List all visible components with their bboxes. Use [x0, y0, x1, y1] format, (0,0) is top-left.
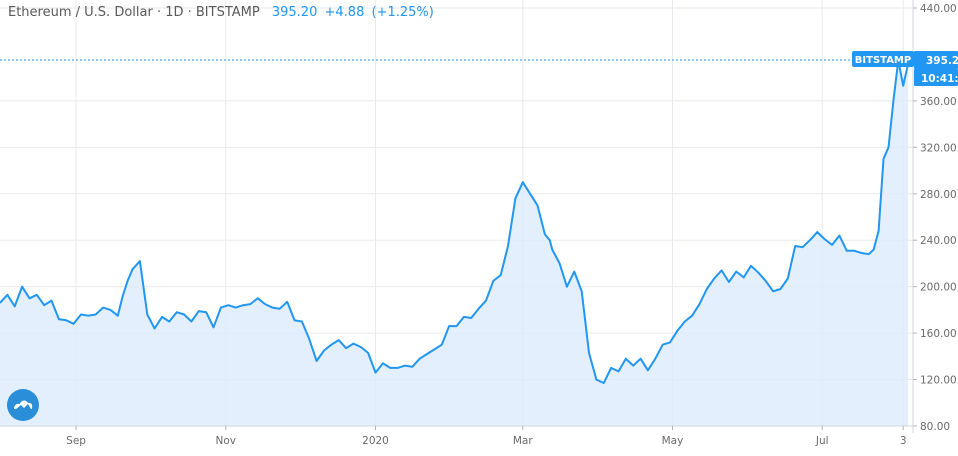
last-price: 395.20 [271, 5, 318, 20]
x-tick-label: Sep [66, 435, 86, 447]
x-tick-label: Nov [216, 435, 237, 447]
y-tick-label: 360.00 [920, 96, 957, 108]
x-axis: Sep Nov 2020 Mar May Jul 3 [66, 426, 907, 447]
price-change: +4.88 [324, 5, 365, 20]
price-badge: 395.20 [926, 55, 958, 67]
time-badge-bg [914, 69, 958, 86]
time-badge: 10:41:3 [921, 73, 958, 85]
price-line [0, 59, 910, 384]
chart-legend: Ethereum / U.S. Dollar · 1D · BITSTAMP 3… [8, 5, 434, 20]
tradingview-logo-icon[interactable] [7, 389, 39, 421]
x-tick-label: Mar [513, 435, 533, 447]
price-change-percent: (+1.25%) [371, 5, 434, 20]
y-tick-label: 440.00 [920, 3, 957, 15]
y-tick-label: 280.00 [920, 189, 957, 201]
x-tick-label: 2020 [362, 435, 389, 447]
symbol-title: Ethereum / U.S. Dollar · 1D · BITSTAMP [8, 5, 260, 20]
y-tick-label: 320.00 [920, 142, 957, 154]
y-axis: 440.00 360.00 320.00 280.00 240.00 200.00 160.… [913, 3, 957, 433]
price-area-fill [0, 60, 909, 427]
y-tick-label: 120.00 [920, 375, 957, 387]
exchange-badge-bg [852, 51, 914, 67]
x-tick-label: May [662, 435, 684, 447]
price-badges: BITSTAMP 395.20 10:41:3 [852, 51, 958, 86]
exchange-badge: BITSTAMP [855, 55, 911, 66]
y-tick-label: 80.00 [920, 421, 950, 433]
y-tick-label: 240.00 [920, 235, 957, 247]
y-tick-label: 160.00 [920, 328, 957, 340]
price-badge-bg [914, 51, 958, 69]
x-tick-label: 3 [900, 435, 907, 447]
y-tick-label: 200.00 [920, 282, 957, 294]
x-tick-label: Jul [815, 435, 829, 447]
